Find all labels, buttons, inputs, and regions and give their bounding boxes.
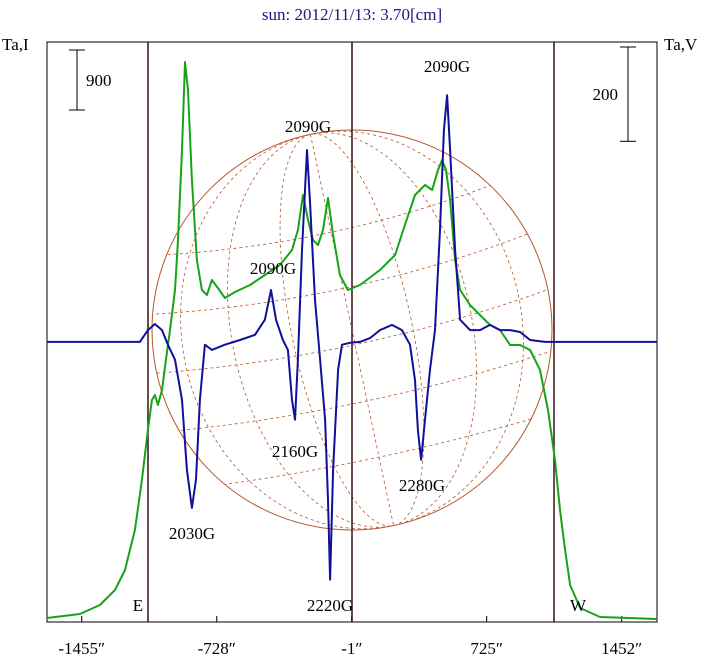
annotation: 2280G [399, 476, 445, 495]
annotation: 2090G [250, 259, 296, 278]
x-tick-label: -728″ [198, 639, 236, 658]
series-line [46, 61, 658, 620]
x-tick-label: 1452″ [601, 639, 642, 658]
x-tick-label: -1″ [341, 639, 362, 658]
annotation: 2030G [169, 524, 215, 543]
scale-bar-label: 200 [593, 85, 619, 104]
annotation: 2090G [424, 57, 470, 76]
annotation: 2090G [285, 117, 331, 136]
annotation: 2160G [272, 442, 318, 461]
solar-disk [119, 129, 581, 531]
scale-bar-label: 900 [86, 71, 112, 90]
x-tick-label: 725″ [470, 639, 503, 658]
y-axis-label: Ta,I [2, 35, 29, 54]
y2-axis-label: Ta,V [664, 35, 698, 54]
annotation: W [570, 596, 587, 615]
annotation: 2220G [307, 596, 353, 615]
x-tick-label: -1455″ [58, 639, 105, 658]
annotation: E [133, 596, 143, 615]
chart-title: sun: 2012/11/13: 3.70[cm] [262, 5, 442, 24]
disk-markers [147, 42, 555, 622]
series-line [47, 94, 657, 581]
